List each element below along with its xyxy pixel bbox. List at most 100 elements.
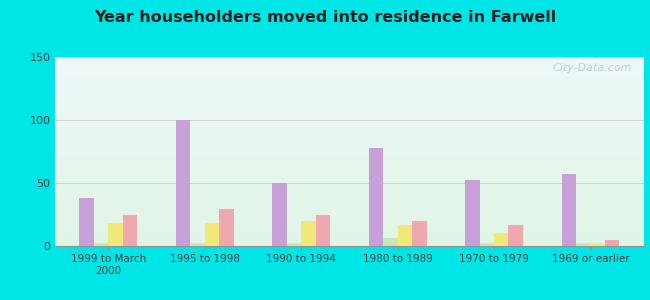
Bar [55, 191, 644, 192]
Bar [55, 68, 644, 69]
Bar [55, 219, 644, 220]
Bar [55, 145, 644, 146]
Bar [55, 141, 644, 142]
Bar [55, 210, 644, 211]
Bar [190, 244, 205, 246]
Bar [55, 90, 644, 91]
Bar [219, 209, 233, 246]
Bar [55, 57, 644, 58]
Bar [55, 229, 644, 230]
Bar [55, 83, 644, 84]
Bar [55, 94, 644, 95]
Bar [55, 64, 644, 65]
Bar [55, 217, 644, 218]
Bar [55, 177, 644, 178]
Bar [55, 194, 644, 195]
Bar [55, 185, 644, 187]
Bar [55, 95, 644, 96]
Bar [55, 153, 644, 154]
Bar [55, 165, 644, 166]
Bar [55, 99, 644, 100]
Bar [55, 136, 644, 137]
Bar [55, 144, 644, 145]
Bar [55, 236, 644, 238]
Bar [55, 112, 644, 113]
Bar [55, 76, 644, 77]
Bar [55, 73, 644, 74]
Bar [55, 208, 644, 209]
Bar [55, 97, 644, 98]
Bar [55, 168, 644, 169]
Bar [55, 233, 644, 234]
Bar [55, 113, 644, 114]
Bar [55, 131, 644, 132]
Bar [55, 213, 644, 214]
Bar [562, 174, 576, 246]
Bar [55, 126, 644, 127]
Bar [55, 202, 644, 203]
Bar [55, 187, 644, 188]
Bar [55, 209, 644, 210]
Bar [55, 178, 644, 179]
Bar [55, 124, 644, 125]
Bar [55, 231, 644, 232]
Bar [55, 128, 644, 129]
Bar [383, 238, 398, 246]
Bar [55, 59, 644, 60]
Bar [55, 100, 644, 101]
Bar [55, 207, 644, 208]
Bar [55, 62, 644, 63]
Bar [176, 120, 190, 246]
Bar [123, 214, 137, 246]
Bar [55, 134, 644, 135]
Bar [55, 150, 644, 151]
Bar [55, 181, 644, 182]
Bar [55, 159, 644, 160]
Bar [55, 200, 644, 201]
Bar [55, 226, 644, 227]
Bar [55, 199, 644, 200]
Bar [55, 203, 644, 204]
Bar [55, 204, 644, 206]
Bar [55, 92, 644, 93]
Bar [55, 109, 644, 110]
Bar [55, 70, 644, 71]
Bar [576, 244, 590, 246]
Bar [55, 75, 644, 76]
Bar [55, 240, 644, 241]
Bar [55, 104, 644, 105]
Bar [55, 127, 644, 128]
Bar [55, 151, 644, 152]
Bar [55, 139, 644, 140]
Bar [272, 183, 287, 246]
Bar [301, 221, 316, 246]
Bar [55, 100, 644, 101]
Bar [55, 192, 644, 193]
Bar [55, 135, 644, 136]
Bar [55, 169, 644, 170]
Bar [369, 148, 383, 246]
Bar [55, 172, 644, 173]
Bar [55, 146, 644, 147]
Bar [287, 244, 301, 246]
Bar [55, 137, 644, 138]
Bar [55, 122, 644, 123]
Bar [55, 162, 644, 163]
Bar [605, 240, 619, 246]
Bar [55, 239, 644, 240]
Bar [55, 211, 644, 212]
Bar [55, 123, 644, 124]
Bar [55, 155, 644, 156]
Bar [55, 171, 644, 172]
Bar [55, 60, 644, 61]
Bar [55, 110, 644, 111]
Bar [55, 164, 644, 165]
Bar [55, 148, 644, 149]
Bar [55, 74, 644, 75]
Text: City-Data.com: City-Data.com [552, 63, 632, 73]
Bar [55, 101, 644, 102]
Bar [55, 114, 644, 115]
Bar [55, 232, 644, 233]
Bar [55, 167, 644, 168]
Bar [508, 225, 523, 246]
